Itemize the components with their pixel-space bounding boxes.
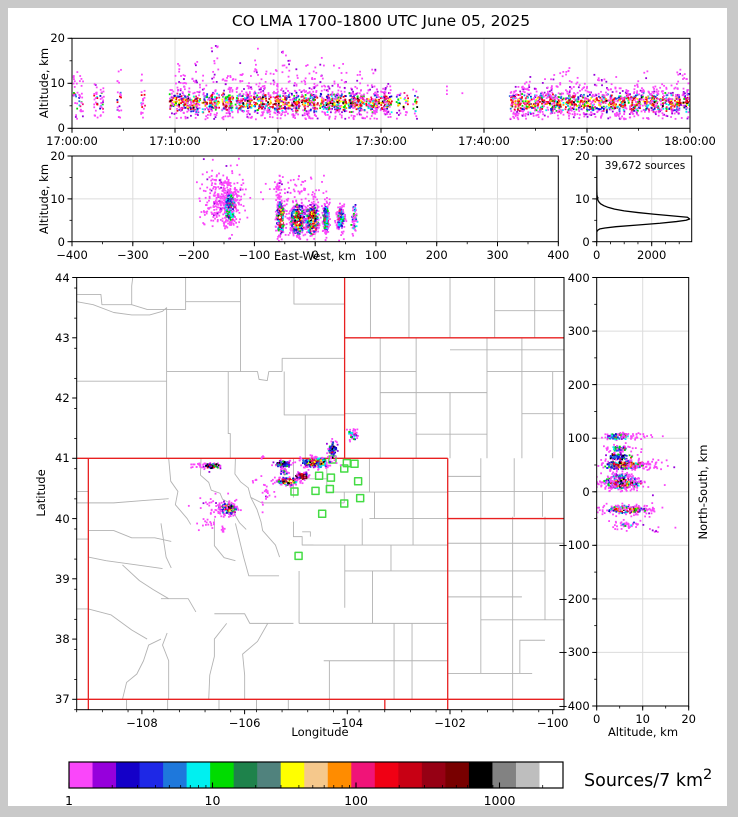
tick-label: 100: [344, 793, 368, 808]
tick-label: 17:00:00: [46, 134, 98, 149]
colorbar-label: Sources/7 km2: [584, 766, 712, 791]
tick-label: −100: [238, 247, 271, 262]
tick-label: 37: [55, 692, 70, 707]
tick-label: 1: [65, 793, 73, 808]
tick-label: 10: [50, 191, 65, 206]
tick-label: 42: [55, 391, 70, 405]
tick-label: 38: [55, 632, 70, 647]
tick-label: 44: [55, 270, 70, 285]
tick-label: −104: [331, 715, 364, 730]
tick-label: 0: [57, 234, 65, 249]
tick-label: 17:20:00: [252, 134, 304, 149]
ew-panel-xlabel: East-West, km: [274, 249, 356, 263]
tick-label: −400: [558, 699, 590, 713]
tick-label: 10: [50, 76, 65, 91]
tick-label: 200: [567, 377, 590, 392]
tick-label: 17:50:00: [561, 134, 613, 149]
tick-label: 2000: [637, 247, 667, 262]
tick-label: 400: [547, 247, 570, 262]
tick-label: 10: [204, 793, 221, 808]
tick-label: 1000: [483, 793, 516, 808]
tick-label: −200: [558, 591, 590, 606]
tick-label: 0: [311, 247, 319, 262]
tick-label: 0: [57, 121, 65, 136]
map-xlabel: Longitude: [291, 725, 349, 739]
tick-label: 0: [593, 712, 601, 726]
tick-label: 20: [681, 712, 697, 726]
tick-label: 10: [575, 191, 590, 206]
tick-label: 300: [486, 247, 509, 262]
tick-label: 100: [567, 431, 590, 446]
colorbar-label-superscript: 2: [703, 766, 713, 783]
colorbar-label-text: Sources/7 km: [584, 770, 703, 791]
tick-label: −102: [434, 715, 466, 730]
tick-label: −108: [126, 715, 158, 730]
tick-label: 41: [55, 451, 70, 466]
tick-label: 200: [425, 247, 448, 262]
tick-label: 18:00:00: [664, 134, 716, 149]
tick-label: −200: [177, 247, 210, 262]
tick-label: 17:40:00: [458, 134, 510, 149]
tick-label: 0: [582, 234, 590, 249]
tick-label: 300: [567, 324, 590, 339]
tick-label: 17:30:00: [355, 134, 407, 149]
tick-label: 20: [575, 149, 590, 163]
tick-label: 10: [635, 712, 651, 726]
tick-label: 100: [364, 247, 387, 262]
ns-panel-xlabel: Altitude, km: [607, 725, 679, 739]
figure-title: CO LMA 1700-1800 UTC June 05, 2025: [231, 12, 531, 30]
tick-label: 17:10:00: [149, 134, 201, 149]
tick-label: 0: [593, 247, 601, 262]
tick-label: 43: [55, 330, 70, 345]
tick-label: −100: [536, 715, 569, 730]
tick-label: 20: [50, 31, 65, 46]
tick-label: 400: [567, 270, 590, 285]
tick-label: −100: [558, 538, 590, 553]
tick-label: 40: [55, 511, 70, 526]
tick-label: 20: [50, 149, 65, 163]
tick-label: −400: [56, 247, 88, 262]
tick-label: 39: [55, 571, 70, 586]
tick-label: −300: [558, 645, 590, 660]
source-count-annotation: 39,672 sources: [604, 160, 686, 172]
tick-label: −300: [117, 247, 149, 262]
tick-label: 0: [582, 484, 590, 499]
tick-label: −106: [228, 715, 261, 730]
